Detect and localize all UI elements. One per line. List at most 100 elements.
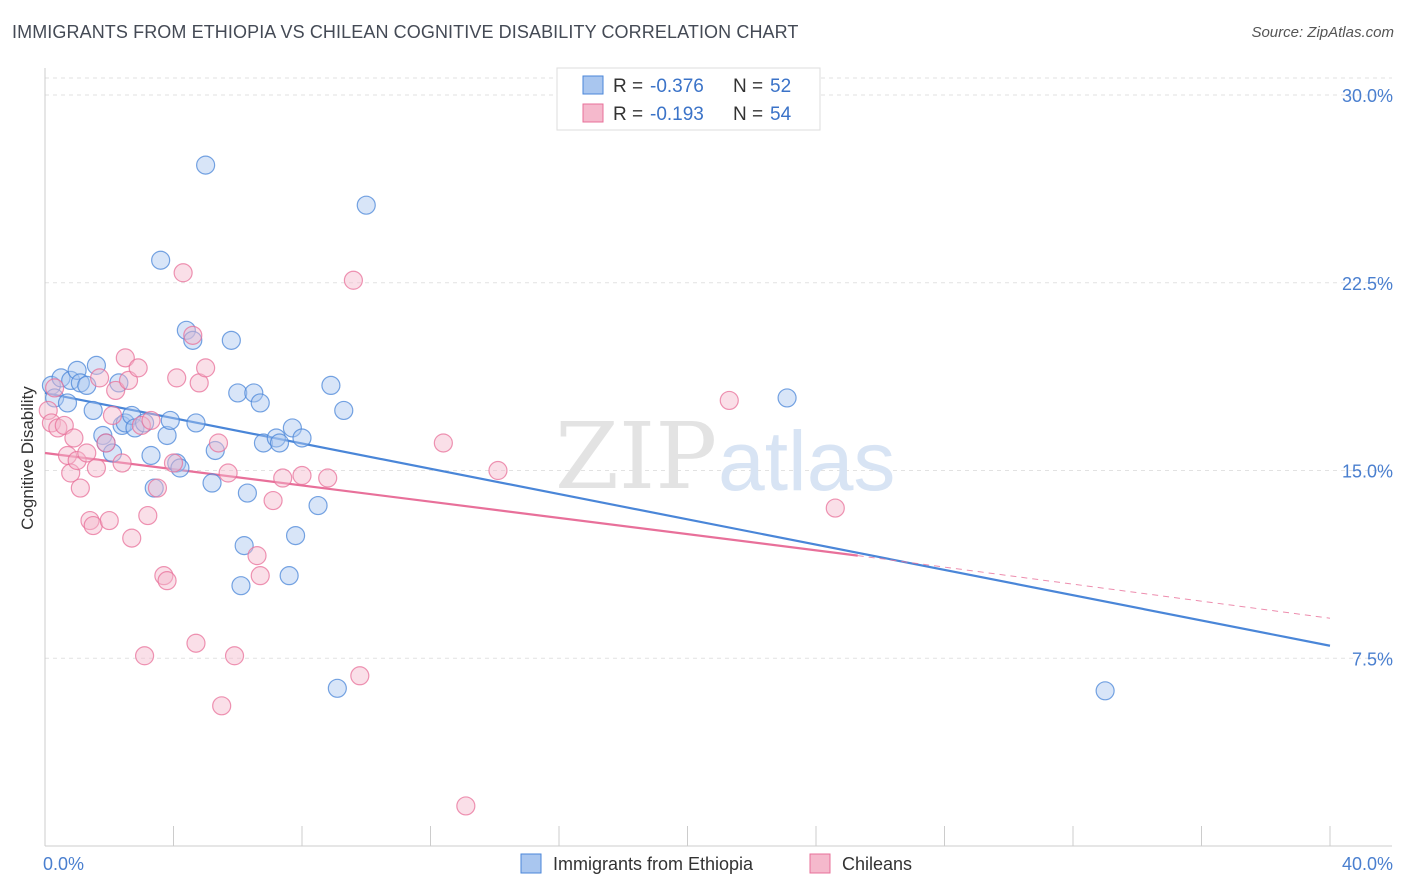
point-chileans (38, 400, 58, 421)
watermark-atlas: atlas (718, 414, 895, 508)
point-ethiopia (57, 393, 78, 413)
point-chileans (250, 566, 270, 586)
point-chileans (456, 796, 476, 816)
point-ethiopia (308, 495, 328, 516)
legend-r-value-1: -0.376 (650, 76, 704, 97)
point-ethiopia (186, 413, 206, 433)
point-chileans (224, 646, 245, 666)
point-chileans (157, 571, 177, 591)
point-ethiopia (41, 375, 62, 396)
point-ethiopia (269, 433, 290, 453)
point-chileans (163, 453, 184, 473)
series-legend-ethiopia: Immigrants from Ethiopia (553, 854, 754, 874)
point-ethiopia (141, 445, 161, 466)
point-ethiopia (250, 393, 270, 413)
point-chileans (128, 358, 148, 378)
point-chileans (263, 490, 283, 511)
series-legend-swatch-ethiopia (520, 853, 542, 874)
point-chileans (141, 410, 161, 431)
chart-title: IMMIGRANTS FROM ETHIOPIA VS CHILEAN COGN… (12, 22, 799, 42)
y-tick-label: 7.5% (1352, 649, 1393, 669)
point-ethiopia (160, 410, 180, 431)
legend-r-label-2: R = (613, 104, 643, 125)
point-ethiopia (334, 400, 354, 421)
point-ethiopia (228, 383, 248, 403)
point-ethiopia (196, 155, 216, 175)
point-chileans (96, 433, 116, 453)
point-chileans (147, 478, 168, 498)
grid (45, 77, 1392, 659)
point-chileans (86, 458, 107, 478)
y-tick-label: 15.0% (1342, 462, 1393, 482)
point-chileans (99, 510, 119, 531)
point-chileans (825, 498, 845, 518)
point-chileans (102, 405, 123, 426)
point-chileans (112, 453, 132, 473)
data-points (38, 155, 1115, 816)
y-axis-label: Cognitive Disability (18, 386, 37, 530)
point-chileans (183, 325, 203, 345)
y-tick-label: 22.5% (1342, 274, 1393, 294)
x-tick-label-max: 40.0% (1342, 854, 1393, 874)
point-chileans (196, 358, 216, 378)
point-ethiopia (170, 458, 190, 478)
legend-swatch-ethiopia (582, 75, 604, 95)
point-chileans (433, 433, 453, 453)
legend-n-label-1: N = (733, 76, 763, 97)
point-ethiopia (777, 388, 797, 408)
point-ethiopia (1095, 681, 1115, 701)
tick-labels: 7.5% 15.0% 22.5% 30.0% 0.0% 40.0% (43, 86, 1393, 874)
point-chileans (67, 450, 87, 471)
point-chileans (131, 415, 151, 436)
y-tick-label: 30.0% (1342, 86, 1393, 106)
point-chileans (61, 463, 81, 483)
series-legend-chileans: Chileans (842, 854, 912, 874)
point-chileans (292, 465, 312, 486)
point-ethiopia (282, 418, 302, 438)
point-ethiopia (244, 383, 264, 403)
point-chileans (173, 263, 193, 283)
point-ethiopia (202, 473, 222, 493)
stats-legend: R = -0.376 N = 52 R = -0.193 N = 54 (556, 67, 821, 131)
point-chileans (115, 348, 135, 368)
trendline-chileans-extension (857, 555, 1331, 619)
x-tick-label-min: 0.0% (43, 854, 84, 874)
point-chileans (134, 646, 155, 666)
point-chileans (167, 368, 187, 388)
point-chileans (208, 433, 229, 453)
point-chileans (45, 378, 65, 398)
watermark-zip: ZIP (555, 403, 717, 510)
point-chileans (273, 468, 293, 488)
point-ethiopia (237, 483, 257, 503)
point-chileans (64, 428, 84, 448)
point-ethiopia (221, 330, 241, 350)
legend-r-label-1: R = (613, 76, 643, 97)
legend-r-value-2: -0.193 (650, 104, 704, 125)
point-chileans (83, 515, 103, 536)
point-chileans (77, 443, 97, 463)
trendline-chileans (44, 451, 858, 557)
series-legend-swatch-chileans (809, 853, 831, 874)
point-chileans (106, 380, 126, 401)
point-ethiopia (356, 195, 376, 215)
point-ethiopia (327, 678, 347, 698)
point-ethiopia (279, 566, 299, 586)
point-ethiopia (157, 425, 177, 446)
legend-swatch-chileans (582, 103, 604, 123)
point-chileans (90, 368, 110, 388)
point-ethiopia (176, 320, 196, 340)
point-ethiopia (151, 250, 171, 270)
point-chileans (212, 696, 232, 716)
point-ethiopia (292, 428, 312, 448)
point-chileans (719, 390, 739, 411)
point-ethiopia (234, 536, 254, 556)
point-ethiopia (102, 443, 123, 463)
point-chileans (343, 270, 363, 290)
point-ethiopia (45, 388, 65, 408)
point-ethiopia (67, 360, 87, 380)
point-ethiopia (231, 576, 251, 596)
legend-n-value-2: 54 (770, 104, 792, 125)
legend-n-value-1: 52 (770, 76, 791, 97)
point-chileans (70, 478, 90, 498)
point-chileans (218, 463, 238, 483)
